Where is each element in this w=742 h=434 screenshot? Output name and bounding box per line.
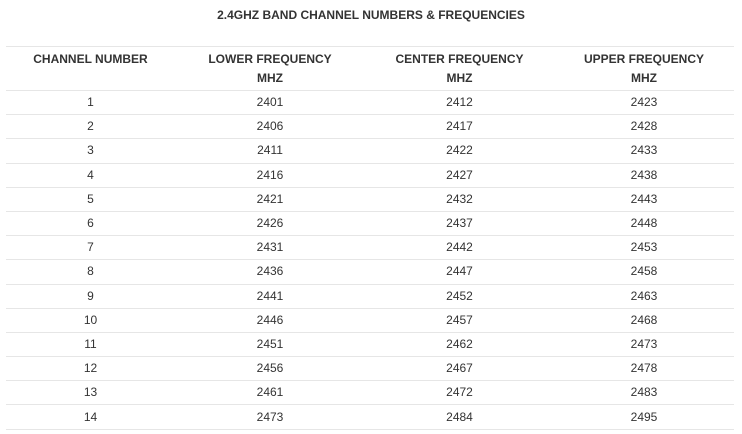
cell-lower-frequency: 2436	[175, 259, 365, 285]
column-header-line: LOWER FREQUENCY	[208, 52, 332, 66]
cell-center-frequency: 2432	[365, 187, 554, 212]
cell-lower-frequency: 2416	[175, 163, 365, 188]
cell-lower-frequency: 2401	[175, 90, 365, 116]
cell-upper-frequency: 2495	[554, 404, 734, 430]
cell-center-frequency: 2457	[365, 308, 554, 333]
cell-center-frequency: 2427	[365, 163, 554, 188]
cell-channel-number: 14	[6, 404, 175, 430]
cell-channel-number: 7	[6, 235, 175, 261]
cell-center-frequency: 2452	[365, 284, 554, 309]
cell-channel-number: 4	[6, 163, 175, 188]
table-row: 12 2456 2467 2478	[6, 356, 734, 382]
cell-center-frequency: 2442	[365, 235, 554, 261]
table-row: 3 2411 2422 2433	[6, 138, 734, 164]
column-header-unit: MHZ	[446, 70, 473, 85]
cell-channel-number: 1	[6, 90, 175, 116]
cell-lower-frequency: 2473	[175, 404, 365, 430]
cell-lower-frequency: 2426	[175, 211, 365, 237]
table-row: 13 2461 2472 2483	[6, 380, 734, 406]
cell-center-frequency: 2422	[365, 138, 554, 164]
column-header-center-frequency: CENTER FREQUENCY MHZ	[365, 46, 554, 91]
cell-lower-frequency: 2451	[175, 332, 365, 358]
cell-channel-number: 5	[6, 187, 175, 212]
table-row: 1 2401 2412 2423	[6, 90, 734, 116]
cell-center-frequency: 2412	[365, 90, 554, 116]
cell-center-frequency: 2484	[365, 404, 554, 430]
cell-channel-number: 11	[6, 332, 175, 358]
cell-channel-number: 8	[6, 259, 175, 285]
cell-center-frequency: 2417	[365, 114, 554, 140]
cell-lower-frequency: 2456	[175, 356, 365, 382]
cell-upper-frequency: 2483	[554, 380, 734, 406]
cell-lower-frequency: 2461	[175, 380, 365, 406]
cell-upper-frequency: 2448	[554, 211, 734, 237]
cell-upper-frequency: 2463	[554, 284, 734, 309]
cell-upper-frequency: 2473	[554, 332, 734, 358]
table-row: 5 2421 2432 2443	[6, 187, 734, 212]
cell-channel-number: 3	[6, 138, 175, 164]
cell-channel-number: 2	[6, 114, 175, 140]
cell-channel-number: 6	[6, 211, 175, 237]
cell-upper-frequency: 2468	[554, 308, 734, 333]
cell-center-frequency: 2467	[365, 356, 554, 382]
cell-center-frequency: 2472	[365, 380, 554, 406]
cell-center-frequency: 2437	[365, 211, 554, 237]
column-header-unit: MHZ	[257, 70, 283, 85]
cell-center-frequency: 2447	[365, 259, 554, 285]
cell-upper-frequency: 2438	[554, 163, 734, 188]
header-row: CHANNEL NUMBER LOWER FREQUENCY MHZ CENTE…	[6, 46, 734, 91]
cell-lower-frequency: 2421	[175, 187, 365, 212]
table-body: 1 2401 2412 2423 2 2406 2417 2428 3 2411…	[6, 90, 734, 430]
table-row: 7 2431 2442 2453	[6, 235, 734, 261]
table-row: 9 2441 2452 2463	[6, 284, 734, 309]
cell-upper-frequency: 2478	[554, 356, 734, 382]
cell-upper-frequency: 2428	[554, 114, 734, 140]
frequency-table-container: CHANNEL NUMBER LOWER FREQUENCY MHZ CENTE…	[6, 46, 734, 430]
cell-lower-frequency: 2446	[175, 308, 365, 333]
column-header-unit: MHZ	[631, 70, 657, 85]
cell-upper-frequency: 2443	[554, 187, 734, 212]
frequency-table: CHANNEL NUMBER LOWER FREQUENCY MHZ CENTE…	[6, 46, 734, 430]
table-row: 2 2406 2417 2428	[6, 114, 734, 140]
column-header-line: CHANNEL NUMBER	[33, 52, 148, 66]
cell-upper-frequency: 2458	[554, 259, 734, 285]
column-header-line: CENTER FREQUENCY	[395, 52, 524, 66]
cell-channel-number: 9	[6, 284, 175, 309]
column-header-channel-number: CHANNEL NUMBER	[6, 46, 175, 91]
cell-lower-frequency: 2431	[175, 235, 365, 261]
cell-lower-frequency: 2441	[175, 284, 365, 309]
cell-upper-frequency: 2453	[554, 235, 734, 261]
table-row: 4 2416 2427 2438	[6, 163, 734, 188]
cell-upper-frequency: 2423	[554, 90, 734, 116]
cell-channel-number: 10	[6, 308, 175, 333]
column-header-line: UPPER FREQUENCY	[583, 52, 705, 66]
table-row: 11 2451 2462 2473	[6, 332, 734, 358]
cell-lower-frequency: 2406	[175, 114, 365, 140]
column-header-upper-frequency: UPPER FREQUENCY MHZ	[554, 46, 734, 91]
table-row: 8 2436 2447 2458	[6, 259, 734, 285]
table-row: 14 2473 2484 2495	[6, 404, 734, 430]
page-title: 2.4GHZ BAND CHANNEL NUMBERS & FREQUENCIE…	[217, 8, 525, 22]
cell-center-frequency: 2462	[365, 332, 554, 358]
table-row: 10 2446 2457 2468	[6, 308, 734, 333]
table-row: 6 2426 2437 2448	[6, 211, 734, 237]
cell-upper-frequency: 2433	[554, 138, 734, 164]
column-header-lower-frequency: LOWER FREQUENCY MHZ	[175, 46, 365, 91]
cell-channel-number: 13	[6, 380, 175, 406]
table-header: CHANNEL NUMBER LOWER FREQUENCY MHZ CENTE…	[6, 46, 734, 91]
cell-channel-number: 12	[6, 356, 175, 382]
cell-lower-frequency: 2411	[175, 138, 365, 164]
